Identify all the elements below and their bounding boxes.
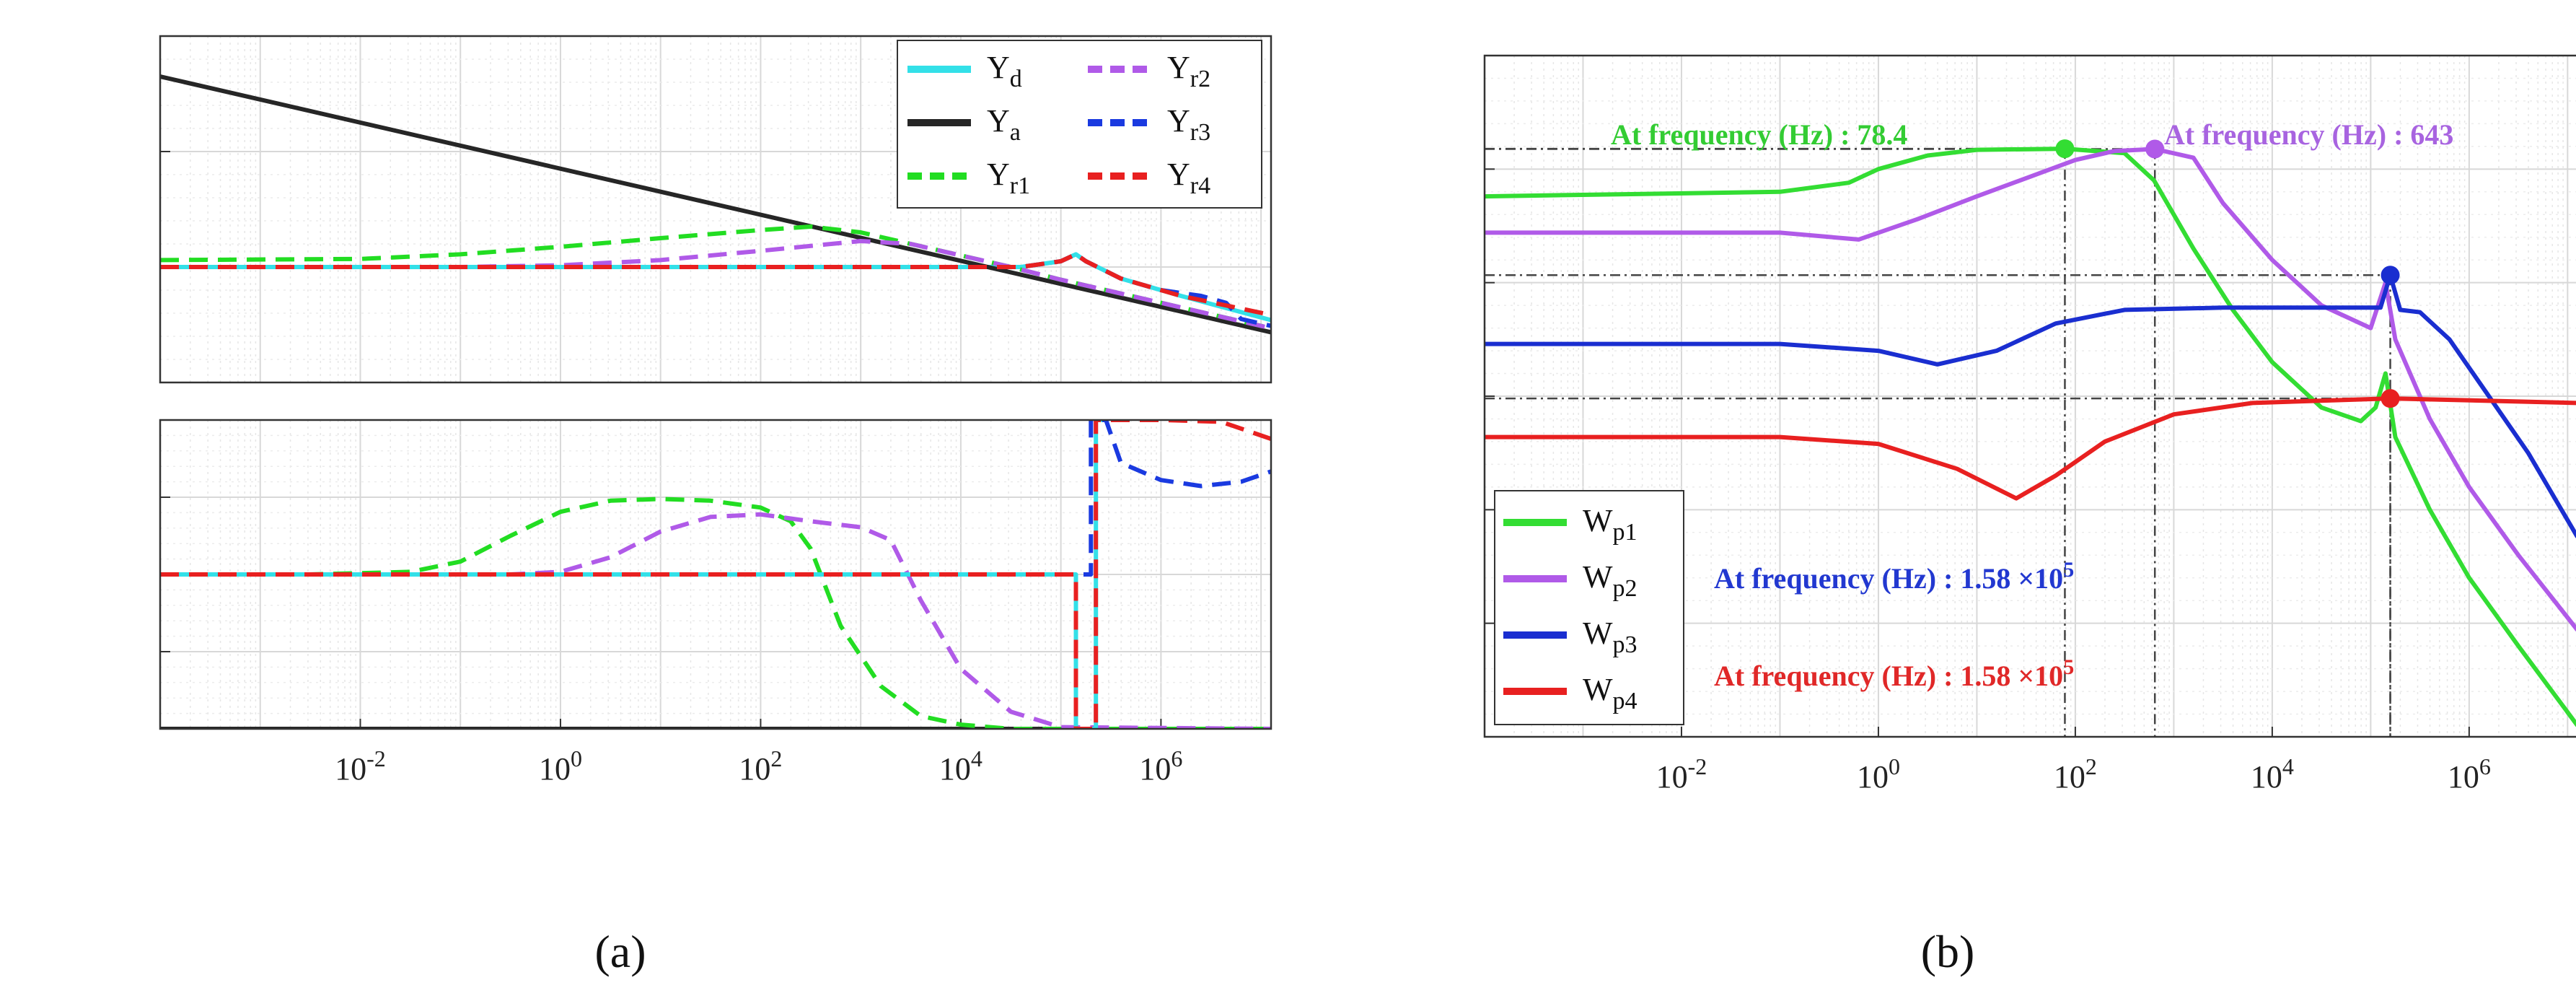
legend-subscript: r1 — [1010, 172, 1030, 199]
x-tick-exponent: -2 — [1688, 753, 1707, 779]
series-line-yr2 — [160, 239, 1271, 331]
series-line-yr4 — [160, 420, 1271, 729]
legend-base: Y — [1167, 50, 1190, 85]
x-tick-label: 106 — [1139, 745, 1182, 787]
series-group — [1485, 146, 2576, 727]
x-tick-base: 10 — [1139, 751, 1171, 787]
legend-subscript: d — [1010, 66, 1022, 92]
x-tick-label: 10-2 — [1656, 753, 1707, 795]
x-tick-exponent: 0 — [571, 745, 582, 771]
legend-label-yr4: Yr4 — [1167, 157, 1210, 199]
legend-subscript: p3 — [1613, 631, 1638, 658]
annotation-frequency-text: At frequency (Hz) : 643 — [2164, 118, 2453, 151]
legend-subscript: p1 — [1613, 519, 1638, 546]
legend-label-yr1: Yr1 — [987, 157, 1030, 199]
series-line-wp2 — [1485, 146, 2576, 631]
x-tick-exponent: 6 — [1171, 745, 1182, 771]
x-tick-exponent: -2 — [366, 745, 386, 771]
annotation-frequency: At frequency (Hz) : 643 — [2164, 118, 2453, 151]
x-tick-label: 104 — [939, 745, 983, 787]
legend-base: Y — [987, 103, 1010, 139]
peak-marker-wp1 — [2055, 139, 2075, 159]
legend-subscript: r4 — [1190, 172, 1210, 199]
x-tick-label: 106 — [2448, 753, 2491, 795]
annotation-frequency: At frequency (Hz) : 1.58 ×105 — [1714, 655, 2074, 692]
peak-marker-wp4 — [2381, 389, 2400, 408]
x-tick-base: 10 — [2251, 759, 2282, 795]
series-line-wp3 — [1485, 273, 2576, 538]
series-line-yr2 — [160, 512, 1271, 729]
legend-base: W — [1583, 503, 1613, 538]
x-tick-exponent: 4 — [971, 745, 983, 771]
x-tick-base: 10 — [539, 751, 571, 787]
plot-frame — [159, 419, 1272, 730]
annotation-frequency-exponent: 5 — [2063, 558, 2074, 582]
series-line-wp1 — [1485, 146, 2576, 727]
series-line-yr4 — [160, 252, 1271, 318]
legend-label-yd: Yd — [987, 50, 1022, 92]
series-line-ya — [160, 74, 1271, 335]
legend-subscript: p2 — [1613, 575, 1638, 602]
x-tick-base: 10 — [1857, 759, 1889, 795]
phase-plot: 10-2 100 102 104 106 — [159, 419, 1272, 787]
series-line-yr1 — [160, 496, 1271, 729]
x-tick-exponent: 2 — [770, 745, 782, 771]
x-tick-base: 10 — [2054, 759, 2085, 795]
x-tick-label: 102 — [739, 745, 782, 787]
x-tick-exponent: 6 — [2479, 753, 2491, 779]
panel-label-b: (b) — [1921, 926, 1975, 977]
legend-base: W — [1583, 672, 1613, 707]
legend-label-yr2: Yr2 — [1167, 50, 1210, 92]
annotation-frequency-text: At frequency (Hz) : 1.58 ×10 — [1714, 660, 2063, 692]
series-line-wp4 — [1485, 396, 2576, 501]
series-group — [160, 74, 1271, 335]
legend-label-ya: Ya — [987, 103, 1021, 146]
x-tick-label: 100 — [1857, 753, 1900, 795]
annotation-frequency-text: At frequency (Hz) : 78.4 — [1611, 118, 1907, 151]
x-tick-base: 10 — [2448, 759, 2479, 795]
legend-subscript: a — [1010, 119, 1021, 146]
legend-label-wp3: Wp3 — [1583, 616, 1638, 658]
x-tick-label: 100 — [539, 745, 582, 787]
legend-base: Y — [987, 157, 1010, 192]
legend-base: Y — [1167, 103, 1190, 139]
legend-label-wp1: Wp1 — [1583, 503, 1638, 546]
plot-frame — [159, 35, 1272, 384]
legend-base: Y — [987, 50, 1010, 85]
annotation-frequency: At frequency (Hz) : 1.58 ×105 — [1714, 558, 2074, 595]
legend-subscript: p4 — [1613, 688, 1638, 714]
series-group — [160, 420, 1271, 729]
legend-box — [1494, 490, 1684, 725]
x-tick-label: 102 — [2054, 753, 2097, 795]
x-tick-label: 10-2 — [335, 745, 386, 787]
annotation-frequency-exponent: 5 — [2063, 655, 2074, 679]
series-line-yr3 — [160, 420, 1271, 577]
legend-label-yr3: Yr3 — [1167, 103, 1210, 146]
x-tick-exponent: 2 — [2085, 753, 2097, 779]
legend-label-wp4: Wp4 — [1583, 672, 1638, 714]
annotation-frequency-text: At frequency (Hz) : 1.58 ×10 — [1714, 562, 2063, 595]
legend-base: W — [1583, 616, 1613, 651]
x-tick-base: 10 — [1656, 759, 1688, 795]
legend-base: W — [1583, 559, 1613, 595]
x-tick-base: 10 — [739, 751, 770, 787]
peak-marker-wp2 — [2145, 139, 2165, 159]
panel-label-a: (a) — [594, 926, 646, 977]
x-tick-base: 10 — [335, 751, 366, 787]
plot-frame — [1483, 54, 2576, 738]
x-tick-exponent: 4 — [2282, 753, 2294, 779]
legend-base: Y — [1167, 157, 1190, 192]
x-tick-exponent: 0 — [1889, 753, 1900, 779]
legend-subscript: r2 — [1190, 66, 1210, 92]
x-tick-label: 104 — [2251, 753, 2294, 795]
x-tick-base: 10 — [939, 751, 971, 787]
peak-marker-wp3 — [2381, 266, 2400, 285]
legend-subscript: r3 — [1190, 119, 1210, 146]
annotation-frequency: At frequency (Hz) : 78.4 — [1611, 118, 1907, 151]
legend-label-wp2: Wp2 — [1583, 559, 1638, 602]
